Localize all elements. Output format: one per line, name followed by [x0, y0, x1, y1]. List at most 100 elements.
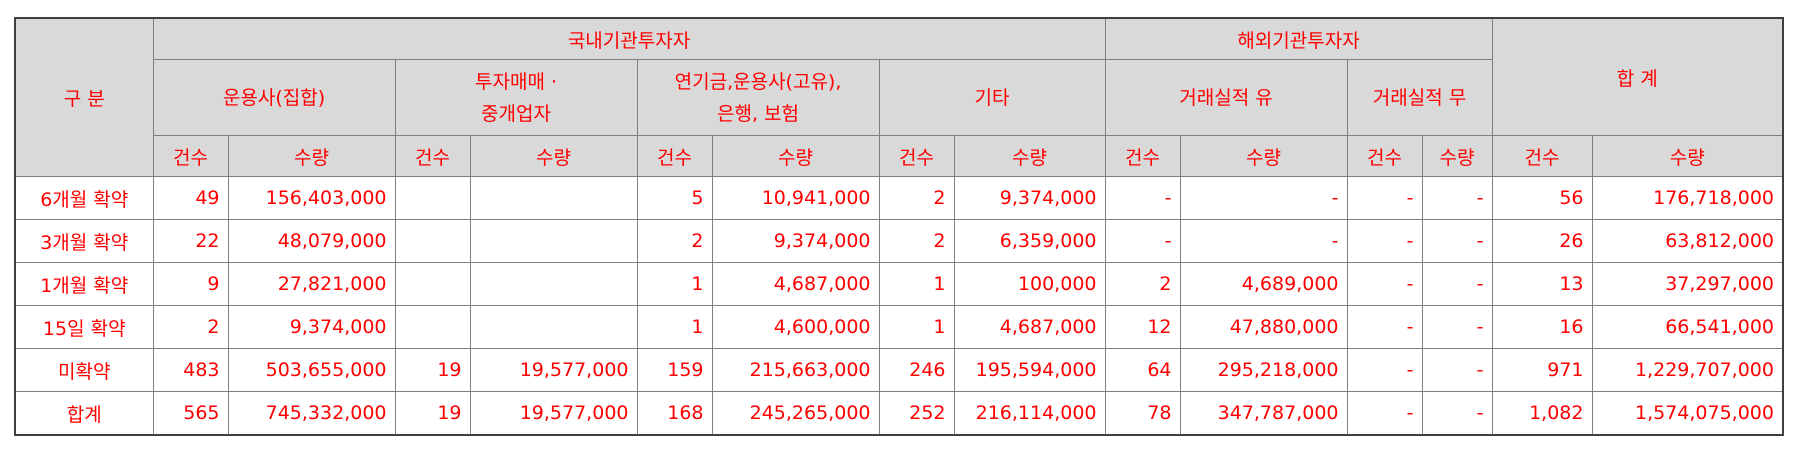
quantity-cell: 4,687,000	[953, 305, 1106, 349]
count-cell: 78	[1104, 391, 1181, 436]
quantity-header: 수량	[1421, 135, 1493, 177]
table-row: 3개월 확약 22 48,079,000 2 9,374,000 2 6,359,000- -…	[14, 219, 1784, 263]
quantity-cell: 295,218,000	[1179, 348, 1348, 392]
table-body: 6개월 확약 49 156,403,000 5 10,941,000 2 9,374,000…	[14, 176, 1784, 436]
quantity-cell: 9,374,000	[711, 219, 880, 263]
allocation-table-container: 구 분 국내기관투자자 해외기관투자자 합 계 운용사(집합) 투자매매 · 중개…	[14, 17, 1784, 436]
quantity-cell: 347,787,000	[1179, 391, 1348, 436]
dealer-header-line1: 투자매매 ·	[475, 70, 557, 93]
count-cell: 1	[878, 305, 955, 349]
count-cell: 19	[394, 391, 471, 436]
quantity-cell: 19,577,000	[469, 348, 638, 392]
quantity-cell: 1,229,707,000	[1591, 348, 1784, 392]
quantity-cell: 176,718,000	[1591, 176, 1784, 220]
quantity-cell: 1,574,075,000	[1591, 391, 1784, 436]
count-cell: 2	[878, 176, 955, 220]
header-row-3: 건수 수량 건수 수량 건수 수량 건수 수량 건수 수량 건수 수량 건수 수…	[15, 135, 1784, 177]
table-row: 합계 565 745,332,000 19 19,577,000 168 245,265,0…	[14, 391, 1784, 436]
quantity-cell	[469, 176, 638, 220]
quantity-cell: 4,600,000	[711, 305, 880, 349]
quantity-cell: 503,655,000	[227, 348, 396, 392]
count-cell: 2	[878, 219, 955, 263]
pension-header-line1: 연기금,운용사(고유),	[674, 70, 842, 93]
quantity-cell: 37,297,000	[1591, 262, 1784, 306]
quantity-cell: 27,821,000	[227, 262, 396, 306]
quantity-header: 수량	[953, 135, 1106, 177]
row-label: 3개월 확약	[14, 219, 154, 263]
count-cell: 483	[152, 348, 229, 392]
header-row-2: 운용사(집합) 투자매매 · 중개업자 연기금,운용사(고유), 은행, 보험 기타…	[15, 59, 1783, 136]
quantity-cell: 216,114,000	[953, 391, 1106, 436]
with-record-header: 거래실적 유	[1104, 59, 1348, 136]
dealer-header: 투자매매 · 중개업자	[394, 59, 638, 136]
dealer-header-line2: 중개업자	[481, 102, 551, 125]
count-cell: -	[1104, 176, 1181, 220]
row-label: 15일 확약	[14, 305, 154, 349]
total-header: 합 계	[1491, 17, 1784, 136]
count-cell: -	[1346, 219, 1423, 263]
quantity-cell: 195,594,000	[953, 348, 1106, 392]
count-header: 건수	[1104, 135, 1181, 177]
quantity-cell	[469, 262, 638, 306]
count-cell: 2	[152, 305, 229, 349]
count-cell: 64	[1104, 348, 1181, 392]
count-cell: -	[1346, 348, 1423, 392]
quantity-cell: -	[1421, 348, 1493, 392]
asset-mgmt-header: 운용사(집합)	[152, 59, 396, 136]
count-cell: 19	[394, 348, 471, 392]
count-cell: 159	[636, 348, 713, 392]
quantity-cell: -	[1179, 176, 1348, 220]
quantity-cell: 63,812,000	[1591, 219, 1784, 263]
quantity-cell: 745,332,000	[227, 391, 396, 436]
count-cell: 168	[636, 391, 713, 436]
table-row: 6개월 확약 49 156,403,000 5 10,941,000 2 9,374,000…	[14, 176, 1784, 220]
quantity-cell	[469, 219, 638, 263]
quantity-header: 수량	[469, 135, 638, 177]
count-cell	[394, 219, 471, 263]
domestic-investor-header: 국내기관투자자	[152, 17, 1106, 60]
count-cell: -	[1346, 262, 1423, 306]
category-header: 구 분	[14, 17, 154, 177]
row-label: 미확약	[14, 348, 154, 392]
count-cell: 49	[152, 176, 229, 220]
quantity-cell: -	[1179, 219, 1348, 263]
without-record-header: 거래실적 무	[1346, 59, 1493, 136]
quantity-cell: 9,374,000	[953, 176, 1106, 220]
count-header: 건수	[636, 135, 713, 177]
lockup-allocation-table: 구 분 국내기관투자자 해외기관투자자 합 계 운용사(집합) 투자매매 · 중개…	[14, 17, 1784, 436]
count-cell: 26	[1491, 219, 1593, 263]
quantity-header: 수량	[1179, 135, 1348, 177]
count-header: 건수	[878, 135, 955, 177]
count-cell: 56	[1491, 176, 1593, 220]
quantity-cell: 6,359,000	[953, 219, 1106, 263]
count-header: 건수	[1491, 135, 1593, 177]
quantity-cell: -	[1421, 176, 1493, 220]
count-header: 건수	[394, 135, 471, 177]
quantity-cell: 9,374,000	[227, 305, 396, 349]
count-cell: 12	[1104, 305, 1181, 349]
quantity-cell: 19,577,000	[469, 391, 638, 436]
quantity-cell: 156,403,000	[227, 176, 396, 220]
count-cell: 9	[152, 262, 229, 306]
count-header: 건수	[1346, 135, 1423, 177]
quantity-cell: -	[1421, 391, 1493, 436]
quantity-cell: 245,265,000	[711, 391, 880, 436]
quantity-cell: 10,941,000	[711, 176, 880, 220]
count-cell: 1,082	[1491, 391, 1593, 436]
quantity-cell: 4,687,000	[711, 262, 880, 306]
count-cell: 1	[636, 305, 713, 349]
quantity-cell	[469, 305, 638, 349]
count-header: 건수	[152, 135, 229, 177]
count-cell: 1	[636, 262, 713, 306]
quantity-cell: 47,880,000	[1179, 305, 1348, 349]
quantity-header: 수량	[711, 135, 880, 177]
quantity-cell: 4,689,000	[1179, 262, 1348, 306]
count-cell: 971	[1491, 348, 1593, 392]
quantity-cell: -	[1421, 305, 1493, 349]
count-cell: 2	[636, 219, 713, 263]
quantity-cell: 66,541,000	[1591, 305, 1784, 349]
count-cell: -	[1346, 176, 1423, 220]
count-cell: 22	[152, 219, 229, 263]
row-label: 6개월 확약	[14, 176, 154, 220]
quantity-cell: 100,000	[953, 262, 1106, 306]
